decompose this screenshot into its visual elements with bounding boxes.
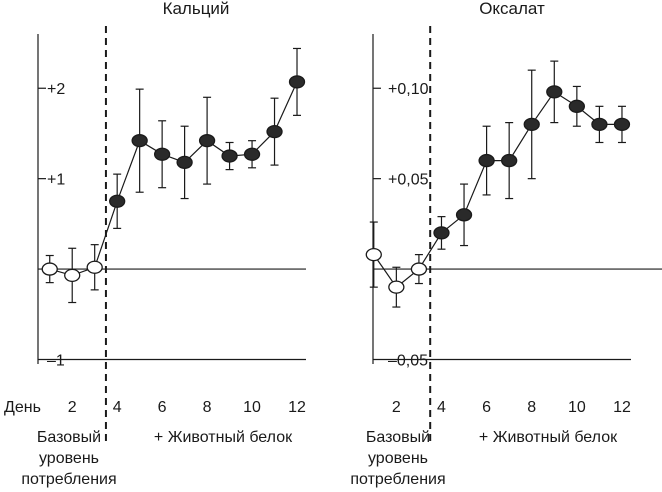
calcium-baseline-point <box>64 268 81 283</box>
oxalate-protein-point <box>546 85 563 99</box>
calcium-protein-point <box>198 134 216 148</box>
calcium-x-tick-label: 6 <box>158 399 167 416</box>
oxalate-series-line <box>373 91 622 289</box>
oxalate-baseline-point <box>388 280 405 294</box>
calcium-protein-point <box>131 134 148 148</box>
calcium-x-tick-label: 8 <box>203 399 212 416</box>
oxalate-x-tick-label: 6 <box>482 399 491 416</box>
calcium-baseline-note-line1: Базовый <box>37 429 101 446</box>
oxalate-title: Оксалат <box>479 0 545 18</box>
oxalate-protein-point <box>523 117 540 132</box>
calcium-x-tick-label: 2 <box>68 399 77 416</box>
calcium-y-tick-label: +2 <box>47 81 65 98</box>
calcium-baseline-point <box>86 260 103 274</box>
oxalate-baseline-point <box>410 262 428 276</box>
oxalate-baseline-point <box>365 247 382 262</box>
oxalate-protein-point <box>433 226 450 240</box>
calcium-protein-point <box>176 155 193 170</box>
calcium-panel: Кальций День Базовый уровень потребления… <box>4 0 306 488</box>
oxalate-panel: Оксалат Базовый уровень потребления + Жи… <box>350 0 662 488</box>
oxalate-protein-note: + Животный белок <box>479 429 618 446</box>
oxalate-protein-point <box>613 117 631 132</box>
calcium-protein-point <box>243 147 261 161</box>
oxalate-protein-point <box>568 99 586 113</box>
oxalate-x-tick-label: 12 <box>613 399 631 416</box>
oxalate-protein-point <box>501 153 518 168</box>
oxalate-x-tick-label: 2 <box>392 399 401 416</box>
calcium-series-line <box>49 81 298 277</box>
oxalate-baseline-note-line1: Базовый <box>366 429 430 446</box>
oxalate-baseline-note-line3: потребления <box>350 471 445 488</box>
oxalate-y-tick-label: +0,10 <box>388 81 429 98</box>
oxalate-y-tick-label: +0,05 <box>388 172 429 189</box>
calcium-baseline-note-line3: потребления <box>21 471 116 488</box>
calcium-y-tick-label: –1 <box>47 352 65 369</box>
oxalate-x-tick-label: 8 <box>527 399 536 416</box>
calcium-x-tick-label: 12 <box>288 399 306 416</box>
oxalate-protein-point <box>591 117 608 132</box>
calcium-x-tick-label: 10 <box>243 399 261 416</box>
calcium-protein-point <box>153 147 171 161</box>
calcium-title: Кальций <box>163 0 230 18</box>
oxalate-x-tick-label: 10 <box>568 399 586 416</box>
oxalate-x-tick-label: 4 <box>437 399 446 416</box>
day-axis-label: День <box>4 399 41 416</box>
oxalate-y-tick-label: –0,05 <box>388 352 428 369</box>
calcium-baseline-note-line2: уровень <box>39 450 99 467</box>
oxalate-protein-point <box>455 208 473 222</box>
calcium-protein-point <box>266 124 283 139</box>
oxalate-protein-point <box>478 153 495 168</box>
calcium-x-tick-label: 4 <box>113 399 122 416</box>
oxalate-baseline-note-line2: уровень <box>368 450 428 467</box>
calcium-y-tick-label: +1 <box>47 172 65 189</box>
calcium-protein-point <box>109 194 126 208</box>
calcium-protein-point <box>221 149 238 163</box>
calcium-protein-point <box>288 75 306 89</box>
calcium-protein-note: + Животный белок <box>154 429 293 446</box>
calcium-baseline-point <box>41 262 58 276</box>
